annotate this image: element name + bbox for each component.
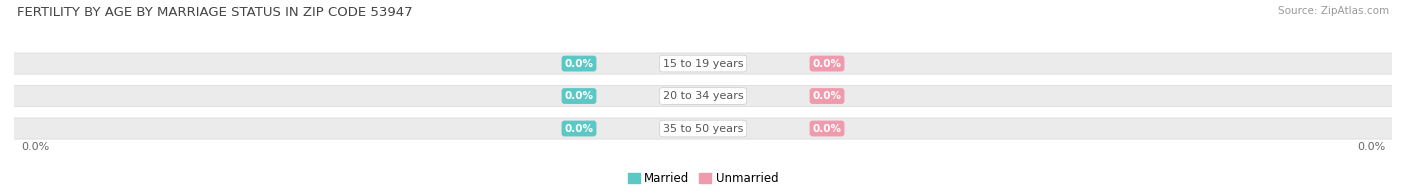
Text: 15 to 19 years: 15 to 19 years — [662, 59, 744, 69]
Text: 0.0%: 0.0% — [813, 59, 842, 69]
Text: 0.0%: 0.0% — [813, 123, 842, 133]
Text: 35 to 50 years: 35 to 50 years — [662, 123, 744, 133]
Text: 0.0%: 0.0% — [564, 91, 593, 101]
Text: 0.0%: 0.0% — [564, 59, 593, 69]
FancyBboxPatch shape — [4, 53, 1402, 74]
Text: 0.0%: 0.0% — [564, 123, 593, 133]
FancyBboxPatch shape — [4, 85, 1402, 107]
Text: 0.0%: 0.0% — [21, 142, 49, 152]
Text: 0.0%: 0.0% — [1357, 142, 1385, 152]
Text: 0.0%: 0.0% — [813, 91, 842, 101]
Text: 20 to 34 years: 20 to 34 years — [662, 91, 744, 101]
Text: Source: ZipAtlas.com: Source: ZipAtlas.com — [1278, 6, 1389, 16]
FancyBboxPatch shape — [4, 118, 1402, 139]
Text: FERTILITY BY AGE BY MARRIAGE STATUS IN ZIP CODE 53947: FERTILITY BY AGE BY MARRIAGE STATUS IN Z… — [17, 6, 412, 19]
Legend: Married, Unmarried: Married, Unmarried — [623, 168, 783, 190]
